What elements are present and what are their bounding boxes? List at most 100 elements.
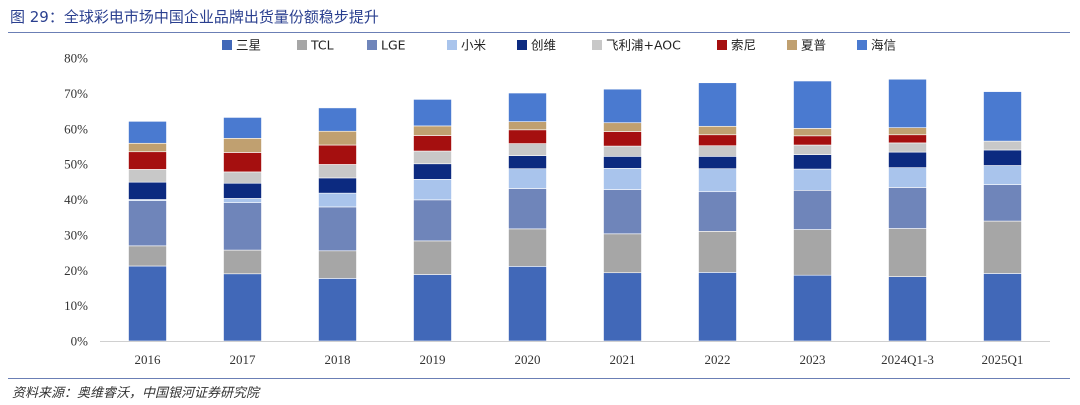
y-tick-label: 40%: [64, 192, 88, 207]
bar-segment: [983, 220, 1022, 274]
title-rule: [8, 32, 1070, 33]
bar-segment: [128, 142, 167, 153]
legend-item: 海信: [857, 38, 896, 53]
legend-label: TCL: [310, 38, 334, 53]
bar-stack: [318, 107, 357, 342]
x-tick-label: 2023: [800, 352, 826, 367]
bar-segment: [413, 274, 452, 342]
legend-label: 索尼: [731, 38, 756, 53]
bar-segment: [603, 88, 642, 124]
bar-segment: [888, 127, 927, 136]
bar-segment: [698, 134, 737, 147]
bar-stack: [223, 117, 262, 342]
bar-segment: [508, 129, 547, 144]
bar-segment: [413, 150, 452, 165]
y-tick-label: 70%: [64, 86, 88, 101]
bar-segment: [413, 99, 452, 127]
y-tick-label: 0%: [71, 334, 89, 349]
bar-area: [128, 78, 1022, 342]
legend-swatch: [447, 40, 457, 50]
bar-segment: [888, 187, 927, 229]
legend-label: LGE: [381, 38, 406, 53]
bar-segment: [793, 135, 832, 146]
x-tick-label: 2019: [420, 352, 446, 367]
bar-segment: [983, 149, 1022, 166]
y-tick-label: 60%: [64, 121, 88, 136]
bar-segment: [603, 156, 642, 169]
bar-segment: [223, 152, 262, 173]
bar-segment: [603, 145, 642, 157]
bar-segment: [413, 163, 452, 180]
x-tick-label: 2021: [610, 352, 636, 367]
x-tick-label: 2017: [230, 352, 257, 367]
bar-segment: [698, 272, 737, 342]
bar-stack: [983, 91, 1022, 342]
bar-segment: [888, 134, 927, 144]
bar-segment: [888, 151, 927, 168]
bar-segment: [223, 202, 262, 251]
bar-segment: [318, 164, 357, 179]
bar-segment: [413, 240, 452, 275]
bar-segment: [698, 145, 737, 157]
bar-segment: [793, 128, 832, 137]
legend-swatch: [297, 40, 307, 50]
bar-segment: [983, 184, 1022, 222]
bar-stack: [888, 78, 927, 342]
x-axis: 2016 2017 2018 2019 2020 2021 2022 2023 2024Q1-3…: [100, 341, 1050, 367]
bar-segment: [603, 189, 642, 235]
legend-swatch: [717, 40, 727, 50]
bar-segment: [413, 135, 452, 152]
bar-segment: [223, 171, 262, 184]
legend-item: TCL: [297, 38, 334, 53]
y-tick-label: 80%: [64, 51, 88, 66]
bar-segment: [698, 156, 737, 170]
source-note: 资料来源：奥维睿沃，中国银河证券研究院: [12, 386, 260, 401]
bar-segment: [223, 249, 262, 275]
bar-segment: [698, 82, 737, 127]
legend-item: 夏普: [787, 38, 826, 53]
bar-segment: [318, 206, 357, 252]
legend-swatch: [222, 40, 232, 50]
bar-segment: [603, 233, 642, 274]
bar-segment: [698, 191, 737, 232]
bar-stack: [128, 121, 167, 342]
bar-segment: [698, 231, 737, 273]
bar-segment: [603, 131, 642, 147]
y-tick-label: 10%: [64, 298, 88, 313]
bar-segment: [223, 198, 262, 203]
bar-stack: [603, 88, 642, 342]
bar-segment: [223, 138, 262, 153]
bar-segment: [888, 276, 927, 342]
bar-segment: [983, 273, 1022, 342]
legend-label: 创维: [531, 38, 556, 53]
bar-segment: [888, 228, 927, 277]
bar-segment: [603, 168, 642, 190]
bar-segment: [793, 274, 832, 342]
bar-segment: [318, 192, 357, 208]
legend-swatch: [517, 40, 527, 50]
x-tick-label: 2018: [325, 352, 351, 367]
legend-item: 三星: [222, 38, 261, 53]
bar-segment: [508, 228, 547, 267]
legend-swatch: [592, 40, 602, 50]
bar-segment: [508, 266, 547, 342]
bar-segment: [413, 179, 452, 201]
bar-segment: [698, 125, 737, 136]
x-tick-label: 2025Q1: [982, 352, 1024, 367]
legend-swatch: [787, 40, 797, 50]
figure-title: 图 29：全球彩电市场中国企业品牌出货量份额稳步提升: [10, 8, 379, 26]
bar-segment: [413, 199, 452, 242]
chart-legend: 三星 TCL LGE 小米 创维 飞利浦+AOC 索尼 夏普 海信: [222, 38, 896, 53]
bar-segment: [128, 121, 167, 144]
y-tick-label: 30%: [64, 227, 88, 242]
bar-segment: [603, 122, 642, 132]
y-axis: 0% 10% 20% 30% 40% 50% 60% 70% 80%: [64, 51, 88, 349]
bar-segment: [128, 151, 167, 170]
x-tick-label: 2024Q1-3: [881, 352, 934, 367]
bar-segment: [983, 91, 1022, 142]
legend-swatch: [857, 40, 867, 50]
bar-segment: [128, 181, 167, 200]
bar-segment: [508, 188, 547, 230]
legend-label: 海信: [871, 38, 896, 53]
